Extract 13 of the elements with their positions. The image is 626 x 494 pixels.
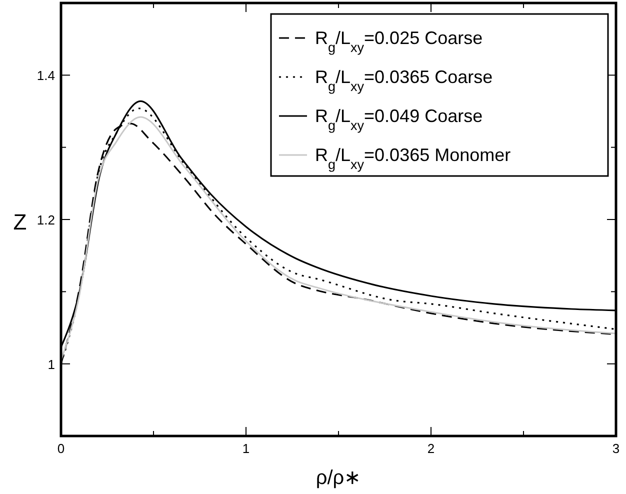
x-tick-label: 0: [57, 441, 65, 456]
y-axis-title: Z: [13, 210, 27, 234]
y-tick-label: 1: [48, 356, 55, 372]
y-tick-label: 1.2: [36, 212, 55, 228]
x-tick-label: 3: [612, 441, 620, 456]
legend-label: R$_{g}$/L$_{xy}$=0.049 Coarse: [315, 106, 483, 132]
x-axis-title: ρ/ρ∗: [316, 467, 362, 489]
y-tick-label: 1.4: [36, 68, 55, 84]
x-tick-label: 1: [242, 441, 250, 456]
legend-label: R$_{g}$/L$_{xy}$=0.025 Coarse: [315, 28, 483, 54]
legend-label: R$_{g}$/L$_{xy}$=0.0365 Monomer: [315, 145, 511, 172]
legend-label: R$_{g}$/L$_{xy}$=0.0365 Coarse: [315, 67, 493, 94]
x-tick-label: 2: [427, 441, 435, 456]
